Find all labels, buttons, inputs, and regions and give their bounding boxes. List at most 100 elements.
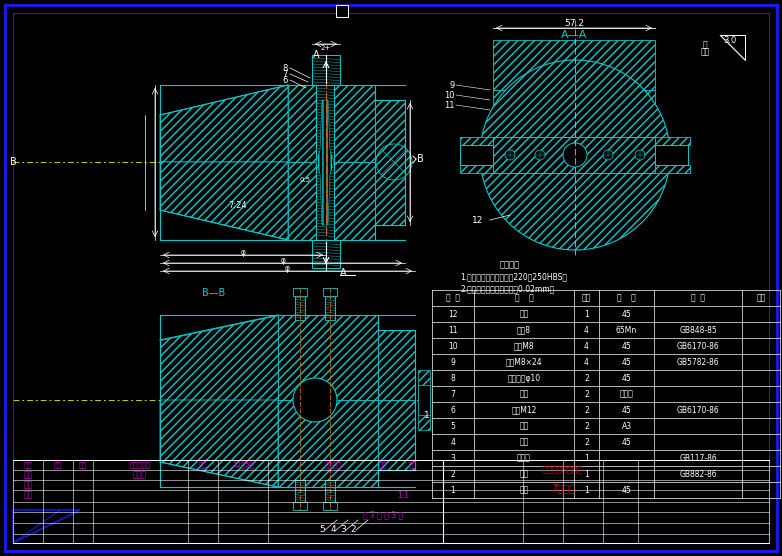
FancyBboxPatch shape [323,288,337,296]
Text: 审查: 审查 [23,480,33,489]
Polygon shape [505,150,515,160]
Text: 9: 9 [450,358,455,366]
Polygon shape [378,400,415,470]
Text: 45: 45 [622,358,631,366]
Text: 2: 2 [350,525,356,534]
Text: 例：: 例： [701,47,709,57]
Text: 45: 45 [622,438,631,446]
Text: 3: 3 [450,454,455,463]
Text: 57.2: 57.2 [564,18,584,27]
Text: 数量: 数量 [582,294,591,302]
FancyBboxPatch shape [312,240,340,268]
Text: 团锥销: 团锥销 [517,454,531,463]
Text: 签名: 签名 [199,461,207,468]
Polygon shape [563,143,587,167]
Text: 2+: 2+ [321,45,331,51]
FancyBboxPatch shape [323,502,337,510]
Text: 12: 12 [472,216,484,225]
Text: 3.0: 3.0 [723,36,737,44]
Polygon shape [535,150,545,160]
Text: 1: 1 [584,310,589,319]
Text: 2: 2 [584,421,589,430]
Polygon shape [603,150,613,160]
Polygon shape [493,90,545,120]
Text: 1: 1 [584,485,589,494]
FancyBboxPatch shape [460,145,493,165]
Text: 贺耐M8×24: 贺耐M8×24 [506,358,542,366]
Text: 11: 11 [448,325,457,335]
Text: 12年5月: 12年5月 [232,461,254,468]
Polygon shape [160,315,278,400]
FancyBboxPatch shape [325,295,335,320]
Text: 球头销钉φ10: 球头销钉φ10 [508,374,540,383]
Text: 45: 45 [622,310,631,319]
Text: 7:24: 7:24 [228,201,247,210]
Polygon shape [375,100,405,162]
Text: 洚展: 洚展 [519,438,529,446]
Text: 65Mn: 65Mn [616,325,637,335]
Text: 贺式M8: 贺式M8 [514,341,534,350]
Text: 45: 45 [622,341,631,350]
Polygon shape [493,137,655,173]
Text: GB6170-86: GB6170-86 [676,405,719,415]
Text: 5: 5 [450,421,455,430]
Text: φ: φ [285,264,289,272]
Text: 4: 4 [584,341,589,350]
Text: 审核标记: 审核标记 [325,461,342,468]
Polygon shape [316,100,334,225]
FancyBboxPatch shape [295,295,305,320]
Polygon shape [293,378,337,422]
Text: 5: 5 [319,525,325,534]
Polygon shape [605,90,655,120]
Text: 9: 9 [450,81,455,90]
FancyBboxPatch shape [293,288,307,296]
Polygon shape [278,315,378,400]
Text: 压板: 压板 [519,421,529,430]
FancyBboxPatch shape [293,502,307,510]
Text: 2: 2 [584,374,589,383]
Polygon shape [288,162,375,240]
Text: 2.销与销孔配合间隙不超过0.02mm。: 2.销与销孔配合间隙不超过0.02mm。 [460,285,554,294]
Text: 标准化: 标准化 [133,470,147,479]
Text: 备注: 备注 [756,294,766,302]
Text: 标记: 标记 [23,461,32,468]
FancyBboxPatch shape [316,85,334,240]
FancyBboxPatch shape [312,55,340,85]
Text: 标  准: 标 准 [691,294,705,302]
Polygon shape [655,165,690,173]
Polygon shape [655,137,690,145]
Text: φ: φ [281,256,285,265]
Text: 2: 2 [450,469,455,479]
FancyBboxPatch shape [545,90,605,120]
Text: 销屔: 销屔 [519,469,529,479]
Polygon shape [375,162,405,225]
Text: 8: 8 [282,63,288,72]
Text: 1: 1 [450,485,455,494]
Text: A3: A3 [622,421,632,430]
Polygon shape [493,40,655,90]
Text: 10: 10 [448,341,457,350]
Text: 8: 8 [450,374,455,383]
Text: GB5782-86: GB5782-86 [676,358,719,366]
Text: 弹图8: 弹图8 [517,325,531,335]
Text: 比: 比 [703,41,707,49]
Text: GB882-86: GB882-86 [680,469,717,479]
Text: 1:1: 1:1 [397,490,409,499]
Text: 4: 4 [450,438,455,446]
Text: 45: 45 [622,405,631,415]
Polygon shape [13,510,80,543]
Text: 1: 1 [424,410,430,419]
Text: 11: 11 [444,101,455,110]
Polygon shape [480,60,670,250]
Text: 加工中心自动换刀: 加工中心自动换刀 [543,465,583,474]
Text: 数量: 数量 [54,461,63,468]
Text: 1: 1 [584,454,589,463]
Text: 4: 4 [330,525,335,534]
Text: 10: 10 [444,91,455,100]
Text: 设计: 设计 [23,470,33,479]
Text: 4: 4 [584,358,589,366]
Polygon shape [288,85,375,162]
Text: 12: 12 [448,310,457,319]
Polygon shape [376,144,412,180]
Text: A: A [340,268,346,278]
